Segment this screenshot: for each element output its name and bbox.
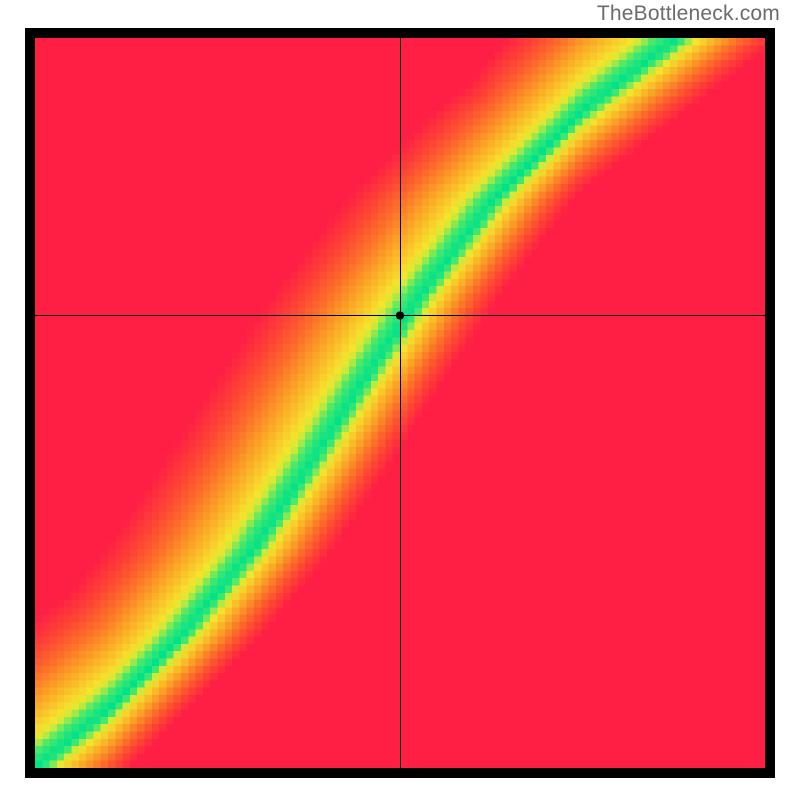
chart-container: { "watermark": "TheBottleneck.com", "cha… <box>0 0 800 800</box>
watermark-text: TheBottleneck.com <box>597 2 780 26</box>
crosshair-marker <box>25 28 775 778</box>
heatmap-plot-area <box>25 28 775 778</box>
